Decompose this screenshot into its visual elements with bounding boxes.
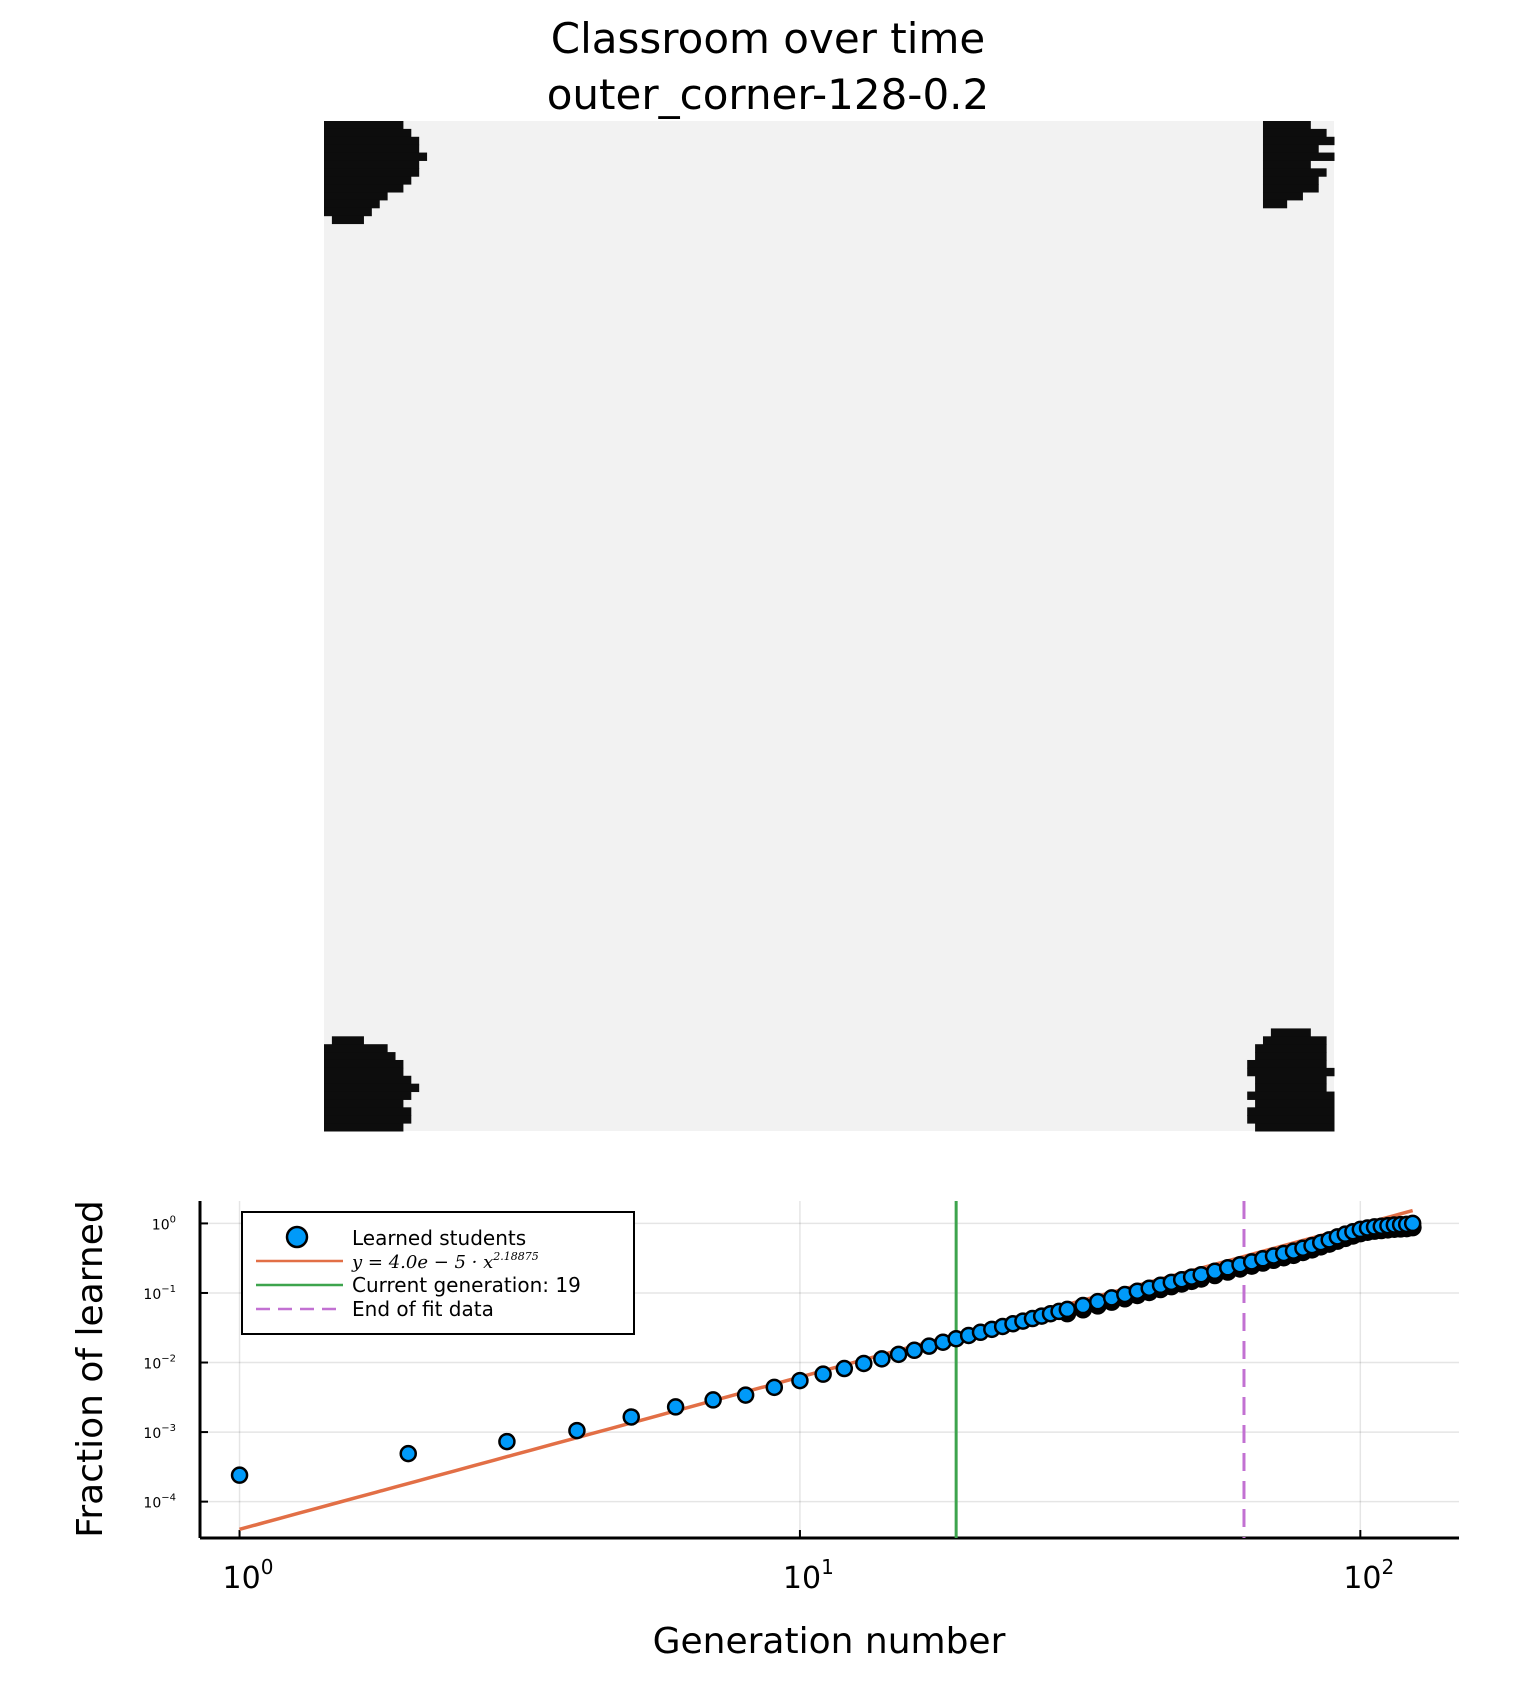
learned-cell-run: [1247, 1067, 1335, 1077]
learned-cell-run: [324, 176, 412, 185]
scatter-point: [855, 1354, 873, 1373]
scatter-point: [736, 1386, 755, 1404]
y-tick-label: 100: [152, 1214, 176, 1233]
learned-cell-run: [1262, 136, 1335, 146]
learned-cell-run: [1247, 1107, 1335, 1116]
legend-label-endfit: End of fit data: [352, 1297, 494, 1321]
y-axis-label: Fraction of learned: [70, 1200, 111, 1537]
learned-cell-run: [324, 1052, 396, 1061]
scatter-point: [814, 1365, 832, 1383]
legend-label-fit: y = 4.0e − 5 · x2.18875: [351, 1250, 539, 1273]
scatter-point: [1058, 1300, 1077, 1319]
plot-axes: [198, 1201, 1459, 1540]
scatter-point: [568, 1421, 586, 1440]
learned-cell-run: [324, 168, 420, 177]
scatter-point: [622, 1408, 640, 1426]
learned-cell-run: [1255, 1044, 1327, 1053]
learned-cell-run: [324, 1115, 412, 1124]
learned-cell-run: [1255, 1052, 1327, 1061]
learned-cell-run: [1262, 192, 1303, 201]
learned-cell-run: [1255, 1123, 1335, 1132]
learned-cell-run: [324, 128, 412, 138]
learned-cell-run: [324, 144, 420, 154]
learned-cell-run: [324, 1091, 412, 1100]
learned-cell-run: [1247, 1059, 1327, 1069]
x-tick-label: 101: [783, 1555, 834, 1596]
learned-cell-run: [1262, 128, 1327, 138]
legend-marker-learned: [285, 1225, 309, 1249]
scatter-points: [230, 1214, 1422, 1484]
scatter-point: [1089, 1292, 1107, 1311]
learned-cell-run: [1262, 199, 1288, 209]
axis-ticks: 100 101 102 100 10−1 10−2 10−3 10−4: [143, 1214, 1394, 1596]
learned-cell-run: [324, 199, 380, 209]
x-tick-label: 100: [223, 1555, 274, 1596]
learned-cell-run: [324, 192, 388, 201]
learned-cell-run: [1262, 152, 1335, 161]
scatter-point: [399, 1444, 417, 1463]
learned-cell-run: [324, 207, 372, 217]
learned-cell-run: [324, 136, 420, 146]
legend-label-learned: Learned students: [352, 1226, 526, 1250]
x-axis-label: Generation number: [653, 1621, 1006, 1662]
legend-box: [241, 1211, 635, 1335]
scatter-point: [1403, 1214, 1422, 1233]
scatter-point: [1074, 1296, 1092, 1315]
learned-cell-run: [1262, 121, 1311, 130]
scatter-point: [230, 1466, 249, 1484]
learned-cell-run: [1262, 160, 1311, 169]
y-tick-label: 10−2: [143, 1354, 176, 1373]
learned-cell-run: [1255, 1099, 1335, 1108]
learned-cell-run: [324, 1044, 388, 1053]
chart-title: Classroom over time: [550, 14, 986, 63]
learned-cell-run: [1247, 1091, 1335, 1100]
learned-cell-run: [331, 1036, 364, 1045]
learned-cell-run: [324, 121, 404, 130]
learned-cell-run: [324, 152, 428, 161]
learned-cell-run: [324, 1075, 412, 1085]
legend-label-current: Current generation: 19: [352, 1273, 581, 1297]
learned-cell-run: [324, 1099, 404, 1108]
scatter-point: [905, 1341, 924, 1360]
vertical-lines: [954, 1201, 1246, 1538]
x-tick-label: 102: [1343, 1555, 1394, 1596]
scatter-point: [835, 1359, 854, 1378]
learned-cell-run: [324, 160, 420, 169]
classroom-heatmap: [324, 121, 1335, 1132]
learned-cell-run: [324, 1107, 412, 1116]
learned-cell-run: [1262, 168, 1327, 177]
chart-subtitle: outer_corner-128-0.2: [546, 70, 990, 119]
y-tick-label: 10−1: [143, 1284, 176, 1303]
scatter-point: [498, 1432, 516, 1451]
learned-cell-run: [1262, 184, 1319, 193]
learned-cell-run: [324, 1059, 404, 1069]
learned-cell-run: [1270, 1028, 1311, 1037]
learned-cells: [324, 121, 1335, 1132]
scatter-point: [920, 1337, 938, 1355]
scatter-point: [889, 1345, 908, 1364]
classroom-background: [324, 121, 1334, 1131]
learned-cell-run: [1262, 144, 1319, 154]
learned-cell-run: [324, 1083, 420, 1093]
y-tick-label: 10−3: [143, 1423, 176, 1442]
scatter-point: [791, 1371, 809, 1390]
scatter-point: [704, 1391, 722, 1409]
learned-cell-run: [331, 215, 364, 225]
learned-cell-run: [1255, 1075, 1327, 1085]
scatter-point: [765, 1378, 784, 1397]
learned-cell-run: [1255, 1083, 1327, 1093]
scatter-point: [873, 1350, 891, 1368]
y-tick-label: 10−4: [143, 1493, 176, 1512]
learned-cell-run: [1262, 1036, 1327, 1045]
learned-cell-run: [1247, 1115, 1335, 1124]
legend: Learned students y = 4.0e − 5 · x2.18875…: [241, 1211, 635, 1335]
learned-cell-run: [324, 1067, 404, 1077]
learned-cell-run: [324, 184, 404, 193]
learned-cell-run: [1262, 176, 1319, 185]
learned-cell-run: [324, 1123, 404, 1132]
scatter-point: [666, 1398, 685, 1416]
